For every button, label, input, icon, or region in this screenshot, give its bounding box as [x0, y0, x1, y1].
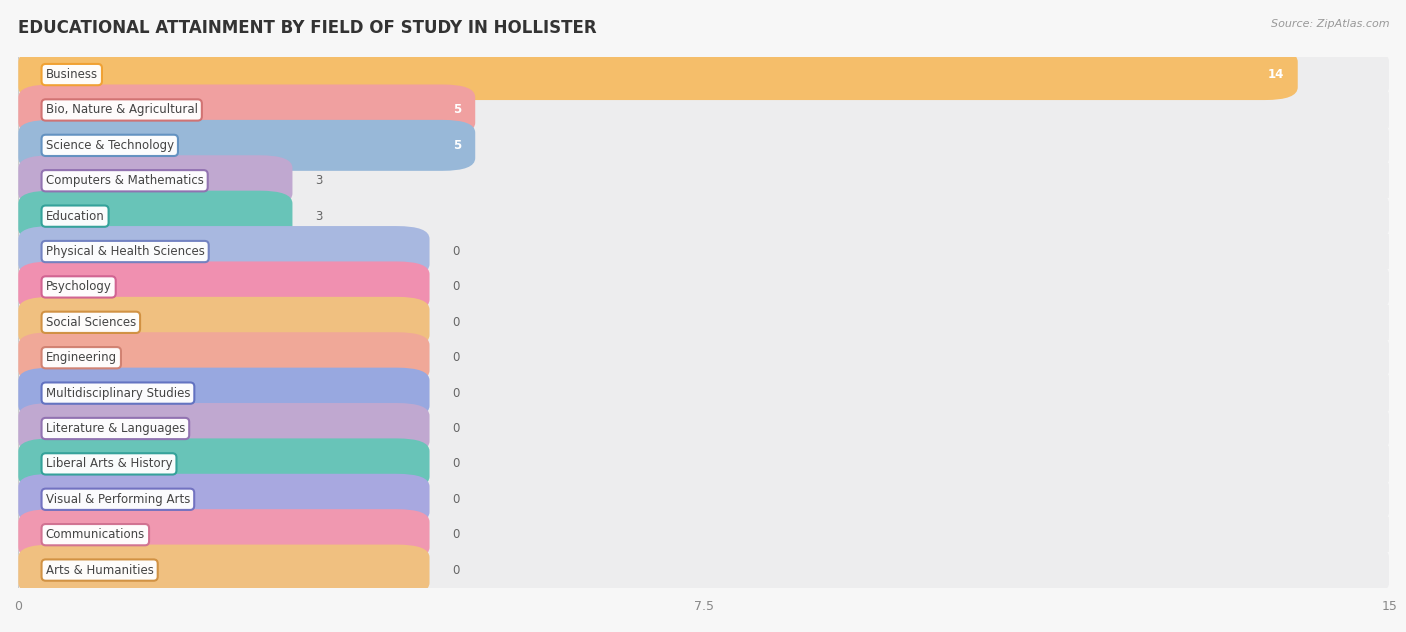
Text: 0: 0 [453, 528, 460, 541]
FancyBboxPatch shape [18, 545, 1389, 595]
FancyBboxPatch shape [18, 155, 1389, 206]
FancyBboxPatch shape [18, 226, 1389, 277]
FancyBboxPatch shape [18, 191, 1389, 241]
Bar [18, 198, 1389, 234]
Text: 0: 0 [453, 493, 460, 506]
Bar [18, 340, 1389, 375]
Bar [18, 517, 1389, 552]
FancyBboxPatch shape [18, 403, 430, 454]
Bar [18, 482, 1389, 517]
FancyBboxPatch shape [18, 403, 1389, 454]
FancyBboxPatch shape [18, 509, 430, 560]
FancyBboxPatch shape [18, 191, 292, 241]
Text: 0: 0 [453, 458, 460, 470]
Text: 0: 0 [453, 351, 460, 364]
Bar [18, 92, 1389, 128]
Text: 5: 5 [453, 139, 461, 152]
FancyBboxPatch shape [18, 49, 1298, 100]
FancyBboxPatch shape [18, 439, 1389, 489]
Text: Communications: Communications [45, 528, 145, 541]
Text: Computers & Mathematics: Computers & Mathematics [45, 174, 204, 187]
Text: 0: 0 [453, 387, 460, 399]
Bar [18, 552, 1389, 588]
Text: EDUCATIONAL ATTAINMENT BY FIELD OF STUDY IN HOLLISTER: EDUCATIONAL ATTAINMENT BY FIELD OF STUDY… [18, 19, 598, 37]
FancyBboxPatch shape [18, 120, 1389, 171]
FancyBboxPatch shape [18, 474, 430, 525]
Bar [18, 269, 1389, 305]
Bar [18, 234, 1389, 269]
Text: 0: 0 [453, 316, 460, 329]
Text: Multidisciplinary Studies: Multidisciplinary Studies [45, 387, 190, 399]
FancyBboxPatch shape [18, 545, 430, 595]
Text: 0: 0 [453, 564, 460, 576]
FancyBboxPatch shape [18, 120, 475, 171]
Text: Physical & Health Sciences: Physical & Health Sciences [45, 245, 204, 258]
Text: Business: Business [45, 68, 98, 81]
FancyBboxPatch shape [18, 509, 1389, 560]
Text: Education: Education [45, 210, 104, 222]
Text: Liberal Arts & History: Liberal Arts & History [45, 458, 173, 470]
FancyBboxPatch shape [18, 226, 430, 277]
FancyBboxPatch shape [18, 262, 430, 312]
Bar [18, 411, 1389, 446]
Text: Literature & Languages: Literature & Languages [45, 422, 186, 435]
FancyBboxPatch shape [18, 439, 430, 489]
Text: Arts & Humanities: Arts & Humanities [45, 564, 153, 576]
Bar [18, 305, 1389, 340]
Text: Bio, Nature & Agricultural: Bio, Nature & Agricultural [45, 104, 198, 116]
FancyBboxPatch shape [18, 85, 475, 135]
Text: 0: 0 [453, 245, 460, 258]
Bar [18, 163, 1389, 198]
Bar [18, 57, 1389, 92]
Text: 3: 3 [315, 210, 322, 222]
Text: 5: 5 [453, 104, 461, 116]
FancyBboxPatch shape [18, 262, 1389, 312]
Bar [18, 128, 1389, 163]
FancyBboxPatch shape [18, 297, 1389, 348]
FancyBboxPatch shape [18, 368, 1389, 418]
Text: Science & Technology: Science & Technology [45, 139, 174, 152]
Text: Source: ZipAtlas.com: Source: ZipAtlas.com [1271, 19, 1389, 29]
Text: Visual & Performing Arts: Visual & Performing Arts [45, 493, 190, 506]
Text: 3: 3 [315, 174, 322, 187]
Text: 0: 0 [453, 281, 460, 293]
FancyBboxPatch shape [18, 332, 1389, 383]
FancyBboxPatch shape [18, 49, 1389, 100]
FancyBboxPatch shape [18, 297, 430, 348]
Text: 14: 14 [1268, 68, 1284, 81]
FancyBboxPatch shape [18, 474, 1389, 525]
FancyBboxPatch shape [18, 332, 430, 383]
Bar [18, 375, 1389, 411]
Text: 0: 0 [453, 422, 460, 435]
Bar [18, 446, 1389, 482]
FancyBboxPatch shape [18, 155, 292, 206]
FancyBboxPatch shape [18, 85, 1389, 135]
Text: Psychology: Psychology [45, 281, 111, 293]
FancyBboxPatch shape [18, 368, 430, 418]
Text: Engineering: Engineering [45, 351, 117, 364]
Text: Social Sciences: Social Sciences [45, 316, 136, 329]
